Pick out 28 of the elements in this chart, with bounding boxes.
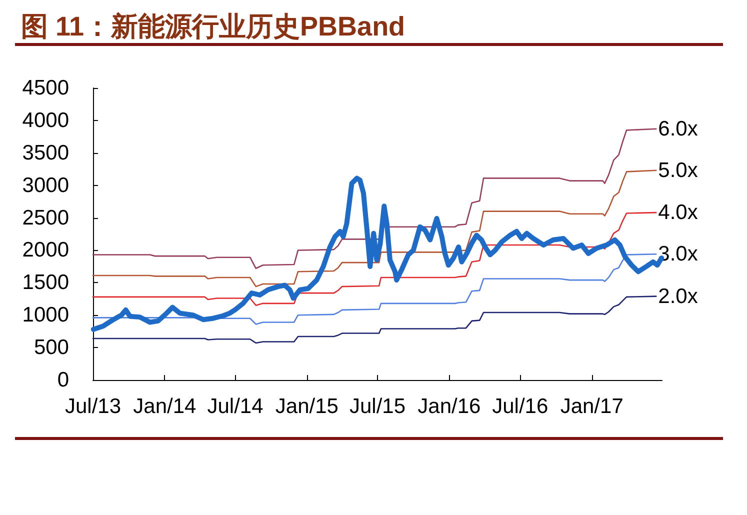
series-label: 6.0x xyxy=(658,117,698,140)
chart-title: 图 11：新能源行业历史PBBand xyxy=(21,12,406,42)
line-series xyxy=(92,253,657,325)
y-tick-label: 0 xyxy=(57,368,69,392)
y-tick-label: 4000 xyxy=(22,108,69,132)
series-label: 4.0x xyxy=(658,201,698,224)
x-tick-label: Jul/15 xyxy=(349,395,406,418)
y-tick-label: 500 xyxy=(34,336,69,360)
line-series xyxy=(92,170,657,288)
y-tick-label: 4500 xyxy=(22,76,69,100)
y-tick-label: 3500 xyxy=(22,141,69,164)
line-series xyxy=(92,128,657,270)
x-tick-label: Jan/17 xyxy=(560,395,624,418)
x-tick-label: Jan/16 xyxy=(418,395,481,418)
y-tick-label: 2500 xyxy=(22,206,69,230)
y-tick-label: 1000 xyxy=(22,304,69,327)
y-tick-label: 3000 xyxy=(22,174,69,197)
x-tick-label: Jan/15 xyxy=(275,395,338,418)
line-series xyxy=(92,212,657,306)
series-label: 2.0x xyxy=(658,284,698,308)
x-tick-label: Jan/14 xyxy=(133,395,197,418)
x-tick-label: Jul/13 xyxy=(64,395,122,418)
x-tick-label: Jul/16 xyxy=(492,395,548,418)
line-series xyxy=(92,296,657,344)
series-label: 5.0x xyxy=(658,158,698,182)
y-tick-label: 2000 xyxy=(22,238,69,262)
x-tick-label: Jul/14 xyxy=(207,395,264,418)
y-tick-label: 1500 xyxy=(22,271,69,294)
